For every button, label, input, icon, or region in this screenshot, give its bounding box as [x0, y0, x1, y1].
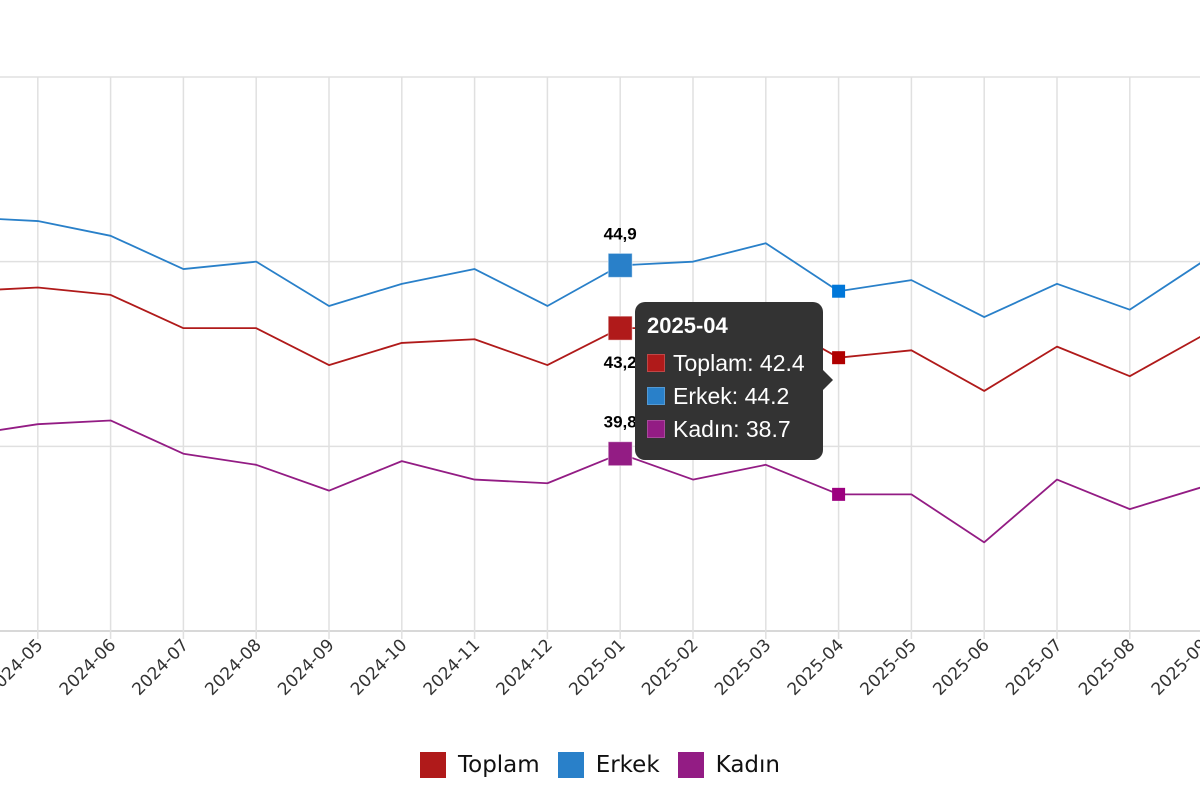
tooltip-row-erkek: Erkek: 44.2	[647, 383, 811, 409]
data-point-marker	[607, 315, 633, 341]
series-markers	[607, 252, 846, 501]
x-tick-label: 2025-02	[638, 635, 702, 699]
tooltip-swatch-kadin	[647, 420, 665, 438]
tooltip: 2025-04 Toplam: 42.4 Erkek: 44.2 Kadın: …	[635, 302, 833, 460]
x-tick-label: 2024-08	[201, 635, 265, 699]
tooltip-text-kadin: Kadın: 38.7	[673, 416, 791, 442]
legend-label-toplam: Toplam	[457, 752, 540, 778]
x-tick-label: 2025-09	[1148, 635, 1200, 699]
tooltip-text-toplam: Toplam: 42.4	[673, 350, 805, 376]
legend-swatch-toplam	[419, 752, 446, 778]
series-lines	[0, 218, 1200, 544]
x-tick-label: 2024-05	[0, 635, 47, 699]
tooltip-row-kadin: Kadın: 38.7	[647, 416, 811, 442]
legend-swatch-kadin	[677, 752, 704, 778]
x-tick-label: 2025-01	[565, 635, 629, 699]
data-point-marker	[832, 487, 846, 501]
x-tick-label: 2024-11	[420, 635, 484, 699]
x-tick-label: 2025-04	[784, 635, 848, 699]
data-label-erkek: 44,9	[604, 224, 637, 243]
x-tick-label: 2025-07	[1002, 635, 1066, 699]
x-axis-tick-labels: 2024-05 2024-06 2024-07 2024-08 2024-09 2024-…	[0, 635, 1200, 699]
x-tick-label: 2024-12	[493, 635, 557, 699]
x-tick-label: 2024-06	[56, 635, 120, 699]
legend: Toplam Erkek Kadın	[0, 752, 1200, 778]
tooltip-title: 2025-04	[647, 313, 728, 338]
tooltip-swatch-erkek	[647, 387, 665, 405]
x-tick-label: 2024-07	[129, 635, 193, 699]
data-point-marker	[832, 351, 846, 365]
x-tick-label: 2025-08	[1075, 635, 1139, 699]
data-label-toplam: 43,2	[604, 353, 637, 372]
data-point-marker	[607, 252, 633, 278]
x-tick-label: 2024-09	[274, 635, 338, 699]
series-line-toplam	[0, 286, 1200, 392]
series-line-kadın	[0, 419, 1200, 544]
data-point-marker	[607, 441, 633, 467]
x-tick-label: 2025-03	[711, 635, 775, 699]
legend-item-kadin[interactable]: Kadın	[677, 752, 780, 778]
x-tick-label: 2024-10	[347, 635, 411, 699]
legend-label-erkek: Erkek	[595, 752, 660, 778]
tooltip-row-toplam: Toplam: 42.4	[647, 350, 811, 376]
data-labels: 44,9 43,2 39,8	[604, 224, 637, 431]
legend-label-kadin: Kadın	[715, 752, 780, 778]
legend-item-erkek[interactable]: Erkek	[557, 752, 660, 778]
legend-item-toplam[interactable]: Toplam	[419, 752, 540, 778]
x-tick-label: 2025-05	[857, 635, 921, 699]
tooltip-text-erkek: Erkek: 44.2	[673, 383, 790, 409]
tooltip-swatch-toplam	[647, 354, 665, 372]
series-line-erkek	[0, 218, 1200, 318]
data-point-marker	[832, 284, 846, 298]
legend-swatch-erkek	[557, 752, 584, 778]
x-tick-label: 2025-06	[929, 635, 993, 699]
data-label-kadın: 39,8	[604, 413, 637, 432]
grid	[0, 76, 1200, 639]
